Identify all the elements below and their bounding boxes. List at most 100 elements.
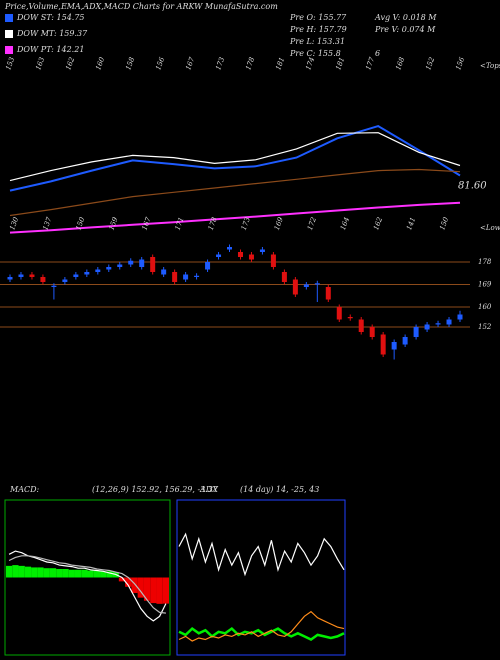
candle-body bbox=[369, 327, 375, 337]
candle-body bbox=[281, 272, 287, 282]
histogram-bar bbox=[68, 569, 75, 578]
histogram-bar bbox=[18, 565, 25, 578]
y-tick-label: 169 bbox=[478, 281, 492, 289]
histogram-bar bbox=[118, 577, 126, 582]
candle-body bbox=[424, 324, 430, 330]
candle-body bbox=[237, 252, 243, 257]
top_labels: 153 bbox=[4, 56, 16, 72]
bottom_labels: 169 bbox=[273, 216, 285, 232]
histogram-bar bbox=[31, 567, 38, 578]
candle-body bbox=[150, 257, 156, 272]
bottom_labels: 150 bbox=[74, 216, 86, 232]
candle-body bbox=[347, 317, 353, 319]
adx-line bbox=[178, 532, 345, 577]
candle-body bbox=[106, 267, 112, 270]
histogram-bar bbox=[49, 568, 57, 578]
candle-body bbox=[402, 337, 408, 345]
candle-body bbox=[7, 277, 13, 280]
bottom_labels: 178 bbox=[207, 216, 219, 232]
top_labels: 158 bbox=[124, 56, 136, 72]
candle-body bbox=[51, 285, 57, 287]
candle-body bbox=[336, 307, 342, 320]
panel-label: (12,26,9) 152.92, 156.29, -3.37 bbox=[92, 485, 219, 494]
candle-body bbox=[314, 283, 320, 285]
candle-body bbox=[270, 254, 276, 267]
histogram-bar bbox=[100, 571, 107, 578]
bottom_labels: 171 bbox=[174, 216, 186, 231]
candle-body bbox=[62, 279, 68, 282]
panel-title: ADX bbox=[199, 485, 218, 494]
histogram-bar bbox=[156, 577, 163, 604]
candle-body bbox=[446, 319, 452, 325]
top_labels: 160 bbox=[94, 56, 106, 72]
panel-border bbox=[4, 499, 171, 656]
stat: Avg V: 0.018 M bbox=[374, 13, 437, 22]
candle-body bbox=[303, 284, 309, 287]
candle-body bbox=[84, 272, 90, 275]
bottom_labels: 162 bbox=[372, 216, 384, 232]
candle-body bbox=[325, 287, 331, 300]
overlay-line bbox=[9, 125, 461, 192]
histogram-bar bbox=[62, 568, 69, 578]
legend-label: DOW PT: 142.21 bbox=[16, 45, 84, 54]
candle-body bbox=[172, 272, 178, 282]
candle-body bbox=[457, 314, 463, 320]
legend-label: DOW ST: 154.75 bbox=[16, 13, 85, 22]
panel-title: MACD: bbox=[9, 485, 40, 494]
histogram-bar bbox=[74, 569, 82, 578]
bottom_labels: 130 bbox=[8, 216, 20, 232]
panel-border bbox=[176, 499, 346, 656]
stat: Pre V: 0.074 M bbox=[374, 25, 436, 34]
candle-body bbox=[358, 319, 364, 332]
histogram-bar bbox=[87, 570, 94, 578]
candle-body bbox=[292, 279, 298, 295]
top_labels: 156 bbox=[454, 56, 466, 72]
histogram-bar bbox=[125, 577, 132, 587]
histogram-bar bbox=[6, 565, 13, 578]
y-tick-label: 178 bbox=[478, 258, 492, 266]
top_labels: 174 bbox=[304, 56, 316, 71]
histogram-bar bbox=[81, 569, 88, 578]
top_labels: 181 bbox=[274, 56, 286, 71]
panel-label: (14 day) 14, -25, 43 bbox=[240, 485, 319, 494]
candle-body bbox=[194, 275, 200, 277]
histogram-bar bbox=[12, 565, 19, 578]
top_labels: 167 bbox=[184, 56, 196, 72]
bottom_labels: 159 bbox=[107, 216, 119, 232]
candle-body bbox=[391, 342, 397, 350]
top_labels: 178 bbox=[244, 56, 256, 72]
adx-line bbox=[178, 626, 345, 641]
bottom_labels: 137 bbox=[41, 216, 53, 232]
legend-label: DOW MT: 159.37 bbox=[16, 29, 88, 38]
top_labels: 156 bbox=[154, 56, 166, 72]
adx-line bbox=[178, 610, 345, 642]
stat: Pre H: 157.79 bbox=[289, 25, 347, 34]
candle-body bbox=[205, 262, 211, 270]
histogram-bar bbox=[150, 577, 157, 604]
candle-body bbox=[216, 254, 222, 257]
histogram-bar bbox=[37, 567, 44, 578]
candle-body bbox=[95, 269, 101, 272]
macd-line bbox=[8, 550, 167, 622]
overlay-line bbox=[9, 201, 461, 234]
candle-body bbox=[227, 247, 233, 250]
legend-swatch bbox=[5, 14, 13, 22]
bottom_labels: 150 bbox=[438, 216, 450, 232]
candle-body bbox=[128, 260, 134, 265]
stat: Pre C: 155.8 bbox=[289, 49, 341, 58]
legend-swatch bbox=[5, 30, 13, 38]
top_labels: 162 bbox=[64, 56, 76, 72]
histogram-bar bbox=[56, 568, 63, 578]
candle-body bbox=[259, 249, 265, 252]
bottom_labels: 141 bbox=[405, 216, 417, 231]
bottom_labels: 172 bbox=[306, 216, 318, 232]
candle-body bbox=[73, 274, 79, 277]
histogram-bar bbox=[137, 577, 144, 598]
annotation: 81.60 bbox=[458, 181, 487, 192]
histogram-bar bbox=[24, 566, 32, 578]
candle-body bbox=[161, 269, 167, 275]
top_labels: 173 bbox=[214, 56, 226, 72]
top_labels: 152 bbox=[424, 56, 436, 72]
candle-body bbox=[117, 264, 123, 267]
